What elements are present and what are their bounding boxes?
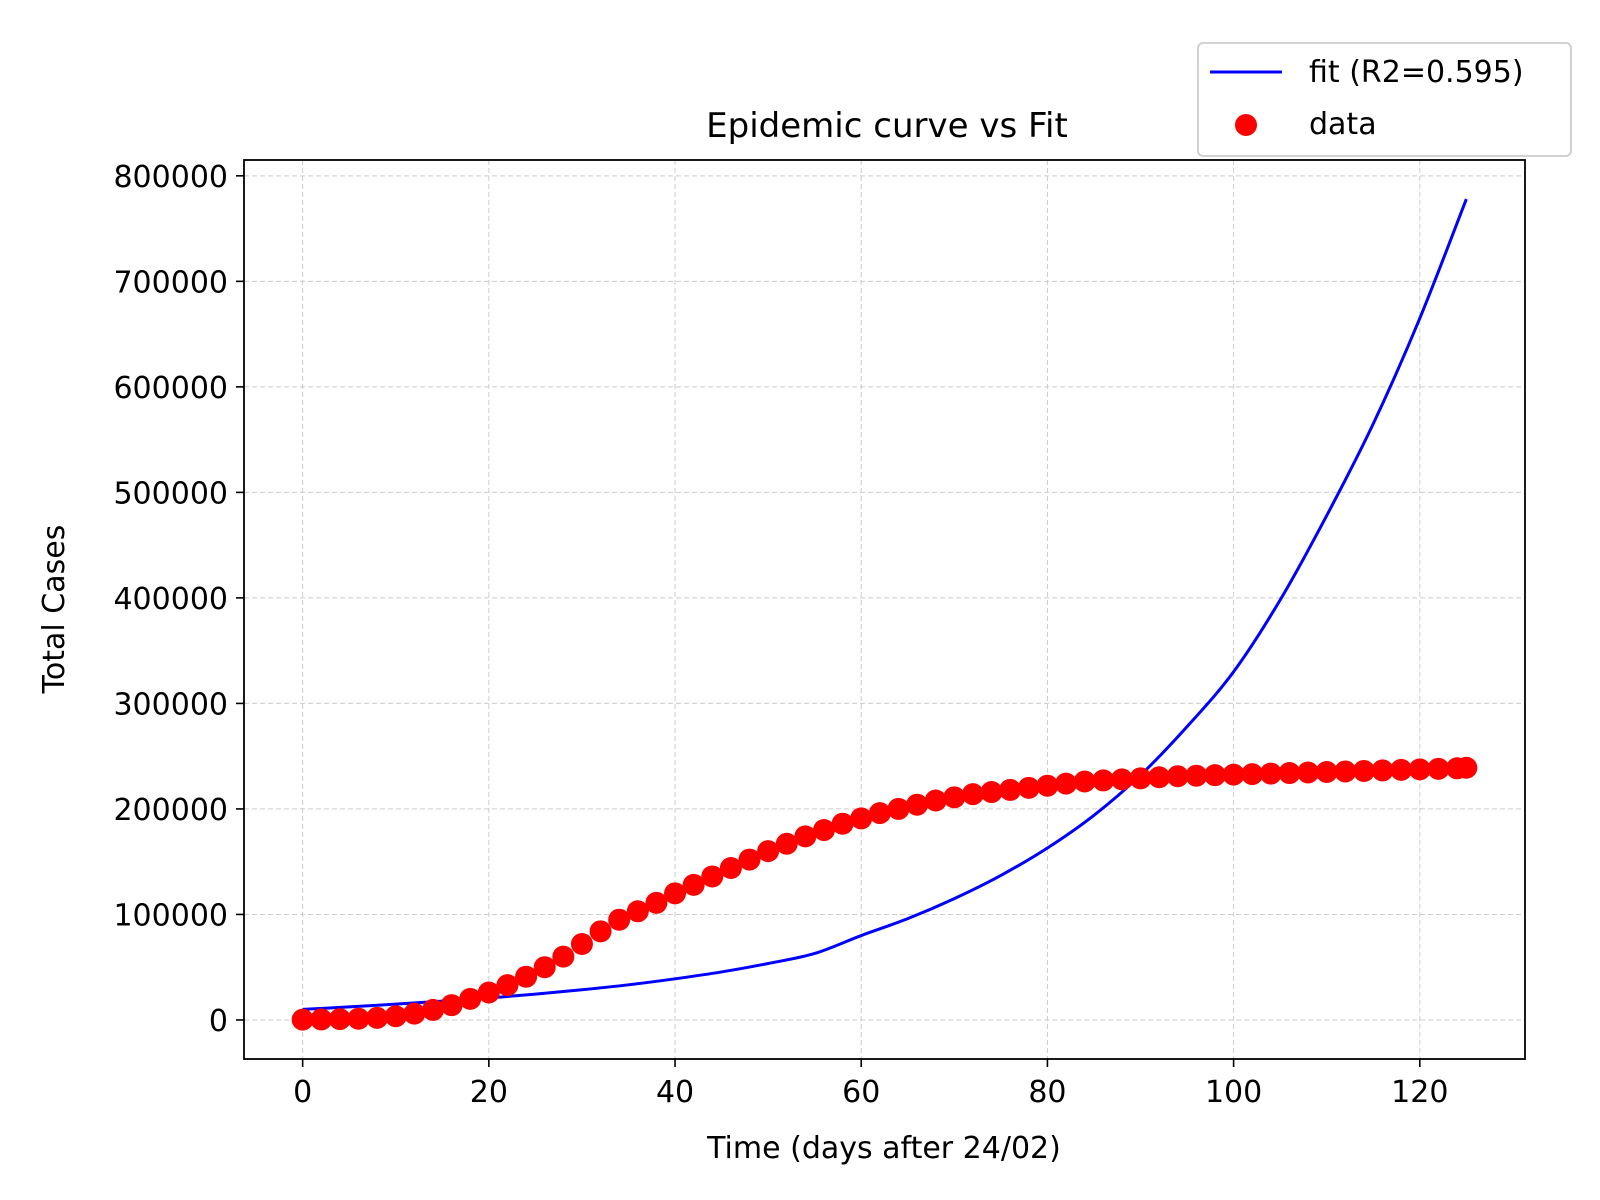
y-tick-label: 700000 [113, 265, 228, 300]
y-tick-label: 0 [209, 1004, 228, 1039]
data-point [757, 840, 780, 863]
data-point [1110, 768, 1133, 791]
x-tick-label: 60 [842, 1075, 880, 1110]
data-point [496, 974, 519, 997]
data-point [1222, 763, 1245, 786]
data-point [850, 807, 873, 830]
y-tick-label: 100000 [113, 898, 228, 933]
plot-frame [243, 159, 1526, 1060]
data-point [589, 920, 612, 943]
y-tick-label: 400000 [113, 582, 228, 617]
legend-fit-label: fit (R2=0.595) [1309, 55, 1524, 90]
data-point [1278, 762, 1301, 785]
data-point [459, 987, 482, 1010]
y-tick-label: 200000 [113, 793, 228, 828]
x-axis-label: Time (days after 24/02) [706, 1131, 1061, 1166]
x-tick-label: 100 [1205, 1075, 1262, 1110]
data-point [1371, 759, 1394, 782]
data-point [664, 882, 687, 905]
x-tick-label: 120 [1391, 1075, 1448, 1110]
x-tick-label: 80 [1028, 1075, 1066, 1110]
x-tick-label: 20 [470, 1075, 508, 1110]
data-point [515, 965, 538, 988]
data-point [1092, 769, 1115, 792]
data-point [1334, 760, 1357, 783]
data-point [1166, 765, 1189, 788]
data-point [1427, 757, 1450, 780]
data-point [812, 819, 835, 842]
x-tick-label: 40 [656, 1075, 694, 1110]
data-point [980, 781, 1003, 804]
data-point [645, 891, 668, 914]
data-point [682, 873, 705, 896]
y-axis-label: Total Cases [37, 525, 72, 695]
data-point [1185, 764, 1208, 787]
data-point [924, 789, 947, 812]
legend: fit (R2=0.595) data [1197, 42, 1572, 157]
data-point [477, 981, 500, 1004]
y-tick-label: 500000 [113, 476, 228, 511]
fit-line [302, 198, 1468, 1011]
grid-lines [244, 160, 1525, 1059]
legend-data-label: data [1309, 107, 1377, 142]
data-point [738, 848, 761, 871]
y-tick-label: 300000 [113, 687, 228, 722]
data-point [1408, 758, 1431, 781]
data-point [366, 1006, 389, 1029]
data-point [1055, 772, 1078, 795]
data-point [887, 797, 910, 820]
data-point [310, 1008, 333, 1031]
data-point [347, 1007, 370, 1030]
data-series [291, 756, 1478, 1031]
data-point [570, 932, 593, 955]
data-point [626, 900, 649, 923]
data-point [1203, 764, 1226, 787]
x-axis-ticks: 0 20 40 60 80 100 120 [293, 1059, 1448, 1110]
data-point [1315, 760, 1338, 783]
fit-series [302, 198, 1468, 1011]
legend-data-swatch [1235, 114, 1257, 136]
data-point [421, 998, 444, 1021]
data-point [440, 994, 463, 1017]
y-tick-label: 800000 [113, 160, 228, 195]
chart-title: Epidemic curve vs Fit [706, 106, 1068, 146]
data-point [608, 908, 631, 931]
data-point [1241, 763, 1264, 786]
data-point [1297, 761, 1320, 784]
data-point [384, 1005, 407, 1028]
data-point [719, 857, 742, 880]
legend-box [1197, 42, 1572, 157]
data-point [701, 865, 724, 888]
data-point [794, 825, 817, 848]
data-point [999, 778, 1022, 801]
data-point [1129, 767, 1152, 790]
data-point [1017, 776, 1040, 799]
data-point [775, 832, 798, 855]
data-point [1036, 774, 1059, 797]
data-point [868, 802, 891, 825]
y-tick-label: 600000 [113, 371, 228, 406]
data-point [831, 812, 854, 835]
data-point [291, 1008, 314, 1031]
data-point [403, 1002, 426, 1025]
data-point [906, 793, 929, 816]
data-point [1455, 756, 1478, 779]
data-point [328, 1008, 351, 1031]
data-point [1390, 758, 1413, 781]
y-axis-ticks: 0 100000 200000 300000 400000 500000 600000 700… [113, 160, 244, 1039]
data-point [533, 956, 556, 979]
data-point [961, 783, 984, 806]
data-point [1148, 766, 1171, 789]
data-point [1073, 770, 1096, 793]
data-point [552, 945, 575, 968]
data-point [943, 786, 966, 809]
data-point [1352, 759, 1375, 782]
x-tick-label: 0 [293, 1075, 312, 1110]
data-point [1259, 762, 1282, 785]
